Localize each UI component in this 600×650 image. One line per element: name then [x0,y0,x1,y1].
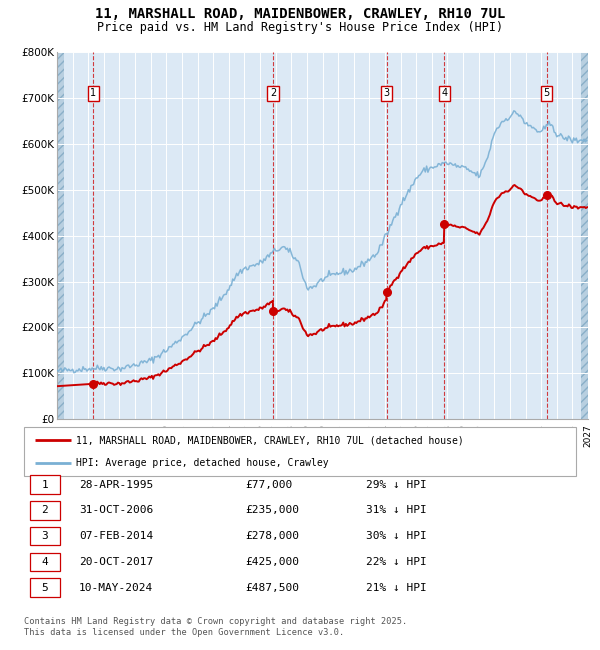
Text: 3: 3 [383,88,389,98]
Text: 1: 1 [41,480,48,489]
FancyBboxPatch shape [29,475,60,494]
Text: Contains HM Land Registry data © Crown copyright and database right 2025.
This d: Contains HM Land Registry data © Crown c… [24,617,407,636]
Text: 28-APR-1995: 28-APR-1995 [79,480,154,489]
Text: 11, MARSHALL ROAD, MAIDENBOWER, CRAWLEY, RH10 7UL (detached house): 11, MARSHALL ROAD, MAIDENBOWER, CRAWLEY,… [76,436,464,445]
Text: 07-FEB-2014: 07-FEB-2014 [79,531,154,541]
Text: HPI: Average price, detached house, Crawley: HPI: Average price, detached house, Craw… [76,458,329,467]
FancyBboxPatch shape [29,578,60,597]
Text: 30% ↓ HPI: 30% ↓ HPI [366,531,427,541]
Text: 21% ↓ HPI: 21% ↓ HPI [366,582,427,593]
Text: 1: 1 [90,88,96,98]
FancyBboxPatch shape [29,501,60,519]
FancyBboxPatch shape [29,552,60,571]
Text: 11, MARSHALL ROAD, MAIDENBOWER, CRAWLEY, RH10 7UL: 11, MARSHALL ROAD, MAIDENBOWER, CRAWLEY,… [95,6,505,21]
Text: £77,000: £77,000 [245,480,292,489]
Text: Price paid vs. HM Land Registry's House Price Index (HPI): Price paid vs. HM Land Registry's House … [97,21,503,34]
Bar [581,52,588,419]
Text: 5: 5 [544,88,550,98]
FancyBboxPatch shape [29,526,60,545]
FancyBboxPatch shape [24,427,576,476]
Text: 2: 2 [41,505,48,515]
Bar [57,52,64,419]
Text: 31-OCT-2006: 31-OCT-2006 [79,505,154,515]
Text: 31% ↓ HPI: 31% ↓ HPI [366,505,427,515]
Text: £425,000: £425,000 [245,557,299,567]
Text: 4: 4 [41,557,48,567]
Text: £235,000: £235,000 [245,505,299,515]
Text: £487,500: £487,500 [245,582,299,593]
Text: 5: 5 [41,582,48,593]
Text: 22% ↓ HPI: 22% ↓ HPI [366,557,427,567]
Text: 3: 3 [41,531,48,541]
Text: 4: 4 [441,88,448,98]
Text: 20-OCT-2017: 20-OCT-2017 [79,557,154,567]
Text: £278,000: £278,000 [245,531,299,541]
Text: 29% ↓ HPI: 29% ↓ HPI [366,480,427,489]
Text: 10-MAY-2024: 10-MAY-2024 [79,582,154,593]
Text: 2: 2 [270,88,276,98]
